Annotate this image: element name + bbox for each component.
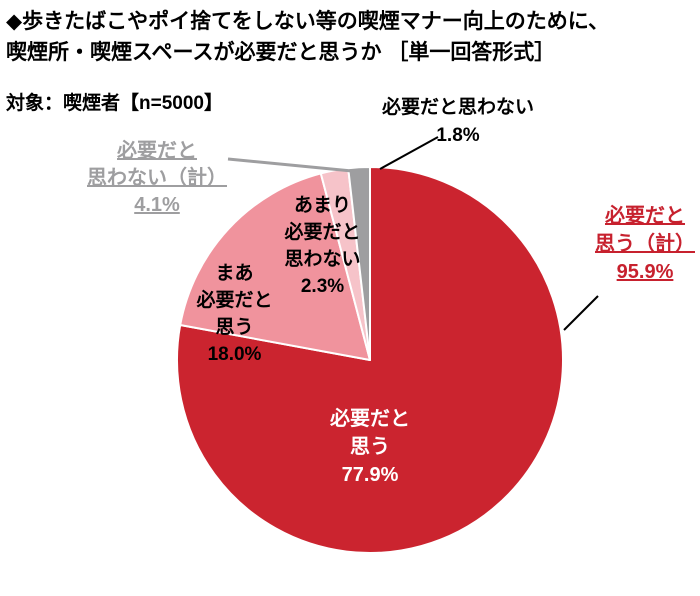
label-somewhat-need: まあ 必要だと 思う 18.0%	[196, 263, 273, 365]
pie-slices-group	[176, 165, 564, 554]
leader-line-need-total	[563, 295, 599, 331]
leader-line-not-needed-total	[227, 157, 353, 173]
pie-slice-2	[179, 172, 371, 361]
label-not-really-need: あまり 必要だと 思わない 2.3%	[284, 195, 361, 297]
label-need: 必要だと 思う 77.9%	[330, 408, 410, 486]
chart-title: ◆歩きたばこやポイ捨てをしない等の喫煙マナー向上のために、 喫煙所・喫煙スペース…	[6, 10, 610, 64]
sample-note: 対象：喫煙者【n=5000】	[6, 93, 223, 114]
leader-line-not-needed	[379, 136, 439, 170]
pie-slice-1	[176, 166, 564, 554]
aggregate-label-need-total: 必要だと 思う（計） 95.9%	[595, 205, 695, 283]
aggregate-label-not-needed-total: 必要だと 思わない（計） 4.1%	[87, 140, 227, 216]
label-not-needed: 必要だと思わない 1.8%	[381, 97, 534, 146]
pie-slice-4	[347, 165, 371, 361]
